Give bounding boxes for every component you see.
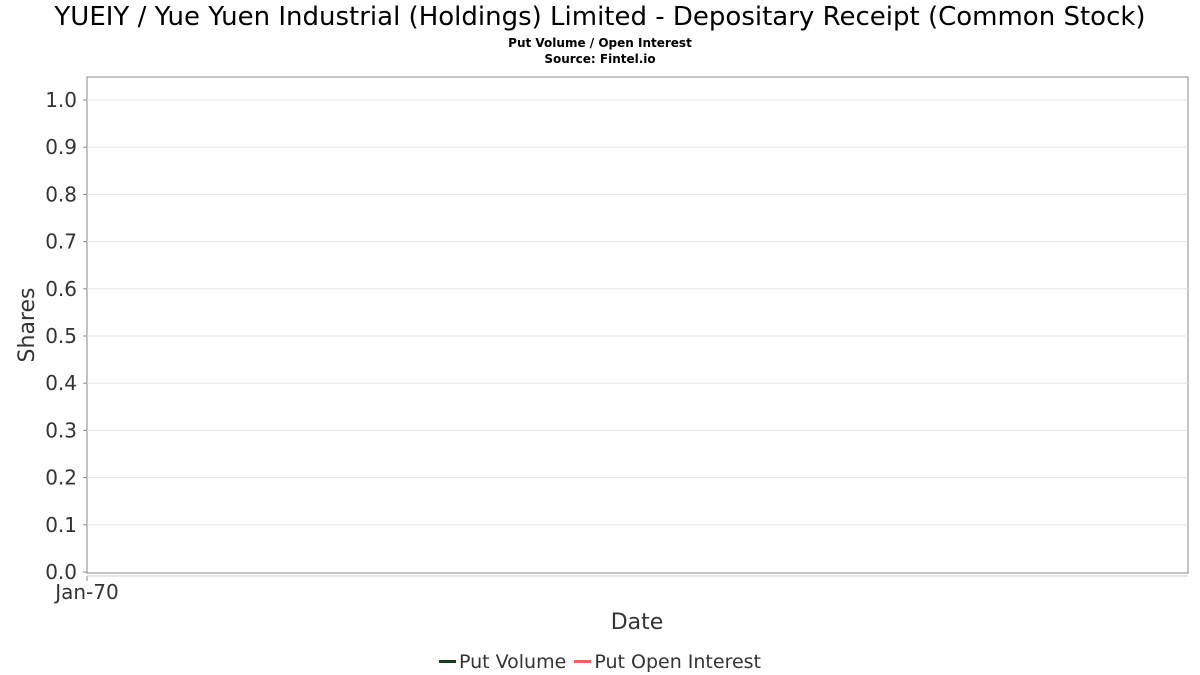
legend-item-put-volume[interactable]: Put Volume	[438, 650, 567, 673]
y-tick-label: 0.1	[45, 513, 77, 537]
chart-subtitle: Put Volume / Open Interest	[508, 36, 692, 50]
y-tick-label: 1.0	[45, 88, 77, 112]
chart-legend: Put Volume Put Open Interest	[0, 646, 1200, 673]
chart-title: YUEIY / Yue Yuen Industrial (Holdings) L…	[54, 2, 1146, 32]
legend-label-put-open-interest: Put Open Interest	[594, 650, 762, 673]
legend-item-put-open-interest[interactable]: Put Open Interest	[574, 651, 761, 673]
y-tick-label: 0.9	[45, 135, 77, 159]
y-tick-label: 0.4	[45, 371, 77, 395]
y-axis: 0.0 0.1 0.2 0.3 0.4 0.5 0.6 0.7 0.8 0.9 1.0	[45, 88, 87, 584]
y-tick-label: 0.6	[45, 277, 77, 301]
y-tick-label: 0.8	[45, 182, 77, 206]
y-axis-title: Shares	[15, 288, 40, 363]
x-tick-label: Jan-70	[53, 580, 119, 604]
plot-area	[86, 76, 1189, 574]
y-tick-label: 0.0	[45, 560, 77, 584]
gridlines	[87, 99, 1188, 526]
legend-swatch-put-volume	[438, 660, 456, 663]
legend-label-put-volume: Put Volume	[458, 650, 567, 673]
x-axis: Jan-70	[53, 576, 119, 604]
legend-swatch-put-open-interest	[574, 660, 592, 663]
y-tick-label: 0.3	[45, 418, 77, 442]
x-axis-title: Date	[611, 610, 664, 635]
y-tick-label: 0.2	[45, 466, 77, 490]
y-tick-label: 0.7	[45, 230, 77, 254]
y-tick-label: 0.5	[45, 324, 77, 348]
chart-source: Source: Fintel.io	[544, 52, 656, 66]
